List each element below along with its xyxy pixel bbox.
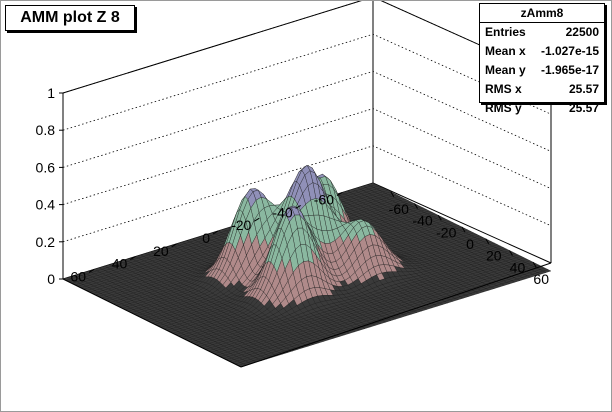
x-tick — [509, 250, 513, 256]
x-tick-label: -40 — [412, 213, 432, 229]
z-gridlines — [62, 1, 552, 243]
floor-back-right-edge — [372, 182, 552, 264]
surface-mesh — [62, 164, 552, 368]
stats-value: -1.965e-17 — [540, 63, 599, 77]
stats-value: 22500 — [565, 25, 599, 39]
plot-title: AMM plot Z 8 — [5, 5, 135, 31]
y-tick — [171, 243, 177, 248]
z-gridline — [62, 108, 552, 205]
y-tick-label: 60 — [70, 268, 86, 284]
stats-row-mean-x: Mean x -1.027e-15 — [480, 42, 604, 61]
y-tick — [336, 192, 343, 197]
y-tick-labels: 60 40 20 0 -20 -40 -60 — [70, 192, 343, 284]
x-tick-label: 20 — [486, 248, 502, 264]
x-tick-label: -60 — [389, 201, 409, 217]
y-tick — [212, 230, 219, 235]
stats-value: 25.57 — [568, 101, 599, 115]
x-tick — [532, 261, 537, 268]
y-tick — [88, 268, 95, 273]
stats-label: RMS x — [485, 82, 522, 96]
stats-value: 25.57 — [568, 82, 599, 96]
stats-row-rms-x: RMS x 25.57 — [480, 80, 604, 99]
x-tick — [390, 191, 395, 198]
stats-label: Entries — [485, 25, 526, 39]
y-tick-label: 0 — [202, 230, 210, 246]
z-gridline — [62, 33, 552, 131]
z-gridline — [62, 70, 552, 168]
x-tick — [485, 238, 490, 244]
y-tick-label: -60 — [314, 192, 334, 208]
y-tick — [130, 256, 136, 261]
stats-value: -1.027e-15 — [540, 44, 599, 58]
stats-label: RMS y — [485, 101, 522, 115]
z-tick-label: 0.6 — [36, 159, 56, 175]
x-tick — [437, 215, 442, 221]
z-gridline — [62, 145, 552, 243]
z-tick-label: 0 — [47, 271, 55, 287]
top-left-edge — [62, 1, 362, 94]
y-tick-label: 20 — [153, 243, 169, 259]
z-tick-label: 0.8 — [36, 122, 56, 138]
x-tick — [414, 203, 418, 209]
stats-row-rms-y: RMS y 25.57 — [480, 99, 604, 118]
floor-front-right-edge — [240, 262, 552, 368]
y-tick-label: 40 — [112, 256, 128, 272]
stats-row-entries: Entries 22500 — [480, 23, 604, 42]
x-tick — [461, 226, 466, 233]
z-gridline — [62, 1, 552, 94]
stats-row-mean-y: Mean y -1.965e-17 — [480, 61, 604, 80]
stats-label: Mean x — [485, 44, 526, 58]
x-tick-label: 0 — [466, 236, 474, 252]
x-tick-label: -20 — [436, 224, 456, 240]
stats-box: zAmm8 Entries 22500 Mean x -1.027e-15 Me… — [479, 3, 605, 115]
stats-label: Mean y — [485, 63, 526, 77]
y-tick-label: -20 — [231, 217, 251, 233]
z-tick-label: 0.2 — [36, 234, 56, 250]
x-tick-label: 60 — [533, 271, 549, 287]
y-tick-label: -40 — [272, 204, 292, 220]
y-tick — [254, 217, 260, 222]
z-tick-label: 1 — [47, 85, 55, 101]
x-tick-labels: -60-40-20 0 20 40 60 — [389, 191, 549, 287]
z-tick-labels: 0 0.2 0.4 0.6 0.8 1 — [36, 85, 63, 287]
y-tick — [295, 204, 301, 209]
z-tick-label: 0.4 — [36, 197, 56, 213]
stats-title: zAmm8 — [480, 4, 604, 23]
x-tick-label: 40 — [510, 259, 526, 275]
floor-front-left-edge — [62, 278, 242, 368]
